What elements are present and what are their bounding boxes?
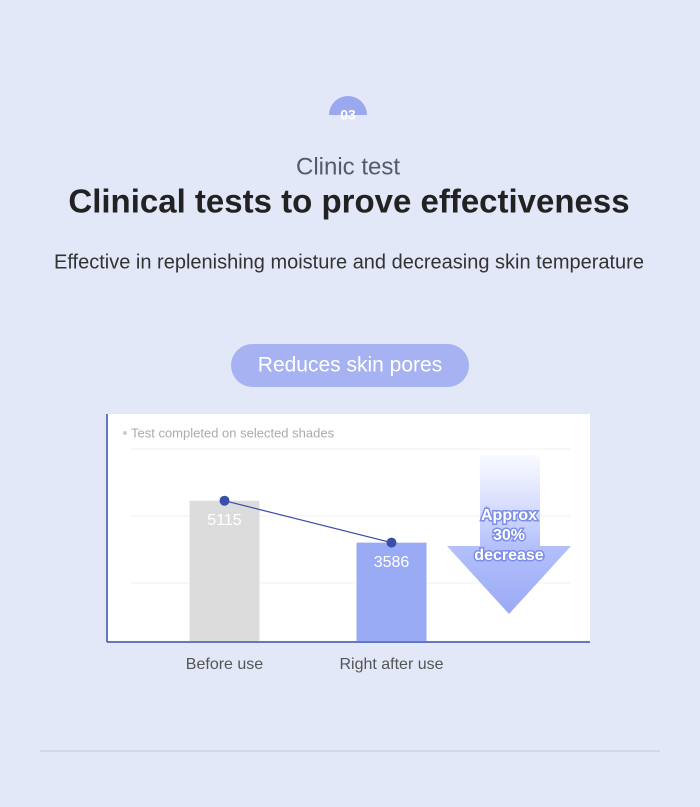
x-tick-label: Right after use — [339, 656, 443, 673]
trend-dot — [386, 537, 397, 548]
title: Clinical tests to prove effectiveness — [68, 183, 629, 220]
trend-line — [224, 500, 392, 544]
subtitle: Clinic test — [296, 153, 400, 180]
bar — [189, 500, 260, 641]
pill — [231, 344, 469, 387]
value-label: 3586 — [374, 554, 410, 571]
pill-label: Reduces skin pores — [258, 354, 442, 377]
annotation: 30% — [493, 527, 525, 544]
x-tick-label: Before use — [186, 656, 263, 673]
chart-note: Test completed on selected shades — [131, 425, 335, 440]
bar — [356, 542, 427, 641]
note-bullet — [123, 431, 127, 435]
plot: 5115 3586 — [189, 495, 427, 641]
annotation: decrease — [474, 547, 543, 564]
arrow-shaft — [480, 455, 540, 547]
trend-dot — [219, 495, 230, 506]
badge: 03 — [340, 107, 356, 123]
arrow-head — [447, 546, 571, 614]
description: Effective in replenishing moisture and d… — [54, 251, 644, 273]
annotation: Approx — [481, 507, 537, 524]
value-label: 5115 — [207, 512, 242, 529]
badge-cut — [329, 115, 367, 135]
